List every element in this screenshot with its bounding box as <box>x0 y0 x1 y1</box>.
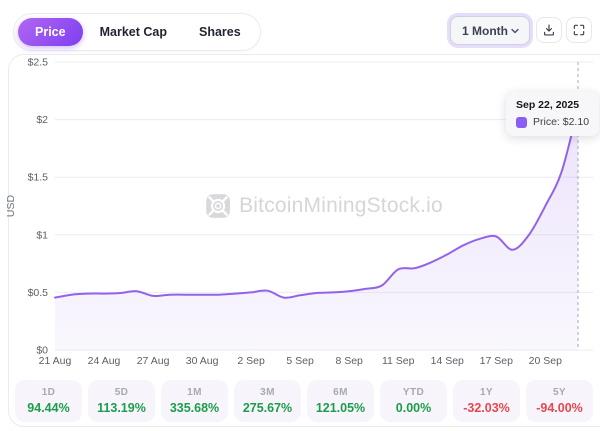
x-tick-label: 14 Sep <box>431 355 464 367</box>
stat-change-value: 335.68% <box>169 401 220 415</box>
x-tick-label: 27 Aug <box>137 355 170 367</box>
stat-change-value: 113.19% <box>97 401 146 415</box>
x-tick-label: 30 Aug <box>186 355 219 367</box>
time-range-value: 1 Month <box>462 23 508 38</box>
time-range-select[interactable]: 1 Month <box>450 16 530 45</box>
tab-market-cap[interactable]: Market Cap <box>99 25 167 39</box>
chart-metric-tabs: Price Market Cap Shares <box>13 13 261 51</box>
y-axis-labels: $0 $0.5 $1 $1.5 $2 $2.5 <box>28 57 49 357</box>
stat-period-label: 5Y <box>552 387 567 398</box>
x-tick-label: 11 Sep <box>382 355 415 367</box>
stat-change-value: 121.05% <box>315 401 366 415</box>
x-tick-label: 20 Sep <box>529 355 562 367</box>
x-tick-label: 17 Sep <box>480 355 513 367</box>
stat-change-value: -94.00% <box>536 401 583 415</box>
stat-period-label: 5D <box>114 387 129 398</box>
y-tick-label: $0.5 <box>28 287 49 299</box>
stat-period-label: YTD <box>402 387 425 398</box>
stat-card-6m[interactable]: 6M 121.05% <box>307 380 374 422</box>
stat-period-label: 1M <box>187 387 202 398</box>
download-button[interactable] <box>536 17 562 43</box>
x-tick-label: 21 Aug <box>39 355 72 367</box>
stat-change-value: -32.03% <box>463 401 510 415</box>
period-stats-row: 1D 94.44% 5D 113.19% 1M 335.68% 3M 275.6… <box>15 380 593 422</box>
y-tick-label: $1 <box>36 229 48 241</box>
download-icon <box>544 24 554 36</box>
stat-card-5d[interactable]: 5D 113.19% <box>88 380 155 422</box>
fullscreen-button[interactable] <box>566 17 592 43</box>
x-tick-label: 24 Aug <box>88 355 121 367</box>
y-tick-label: $0 <box>36 345 48 357</box>
stat-card-ytd[interactable]: YTD 0.00% <box>380 380 447 422</box>
stat-period-label: 1D <box>41 387 56 398</box>
stat-change-value: 94.44% <box>27 401 70 415</box>
stat-period-label: 1Y <box>479 387 494 398</box>
stat-card-1d[interactable]: 1D 94.44% <box>15 380 82 422</box>
stat-period-label: 6M <box>333 387 348 398</box>
tab-shares[interactable]: Shares <box>198 25 241 39</box>
x-tick-label: 5 Sep <box>286 355 314 367</box>
stat-card-5y[interactable]: 5Y -94.00% <box>526 380 593 422</box>
fullscreen-icon <box>573 24 585 36</box>
stat-card-1m[interactable]: 1M 335.68% <box>161 380 228 422</box>
stat-card-3m[interactable]: 3M 275.67% <box>234 380 301 422</box>
x-tick-label: 2 Sep <box>237 355 265 367</box>
price-line <box>54 107 579 299</box>
stat-period-label: 3M <box>260 387 275 398</box>
x-tick-label: 8 Sep <box>335 355 363 367</box>
tab-price[interactable]: Price <box>18 18 83 46</box>
y-tick-label: $2 <box>36 114 48 126</box>
chevron-down-icon <box>511 28 519 33</box>
stat-change-value: 0.00% <box>395 401 432 415</box>
y-axis-title: USD <box>5 194 17 217</box>
stat-change-value: 275.67% <box>242 401 293 415</box>
y-tick-label: $1.5 <box>28 172 49 184</box>
price-area <box>55 108 578 350</box>
stat-card-1y[interactable]: 1Y -32.03% <box>453 380 520 422</box>
y-tick-label: $2.5 <box>28 57 49 69</box>
x-axis-labels: 21 Aug 24 Aug 27 Aug 30 Aug 2 Sep 5 Sep 8 Sep 1… <box>39 355 562 367</box>
